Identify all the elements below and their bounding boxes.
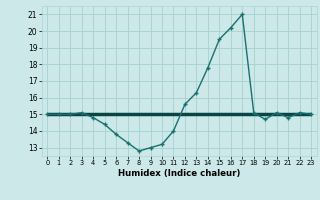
X-axis label: Humidex (Indice chaleur): Humidex (Indice chaleur)	[118, 169, 240, 178]
